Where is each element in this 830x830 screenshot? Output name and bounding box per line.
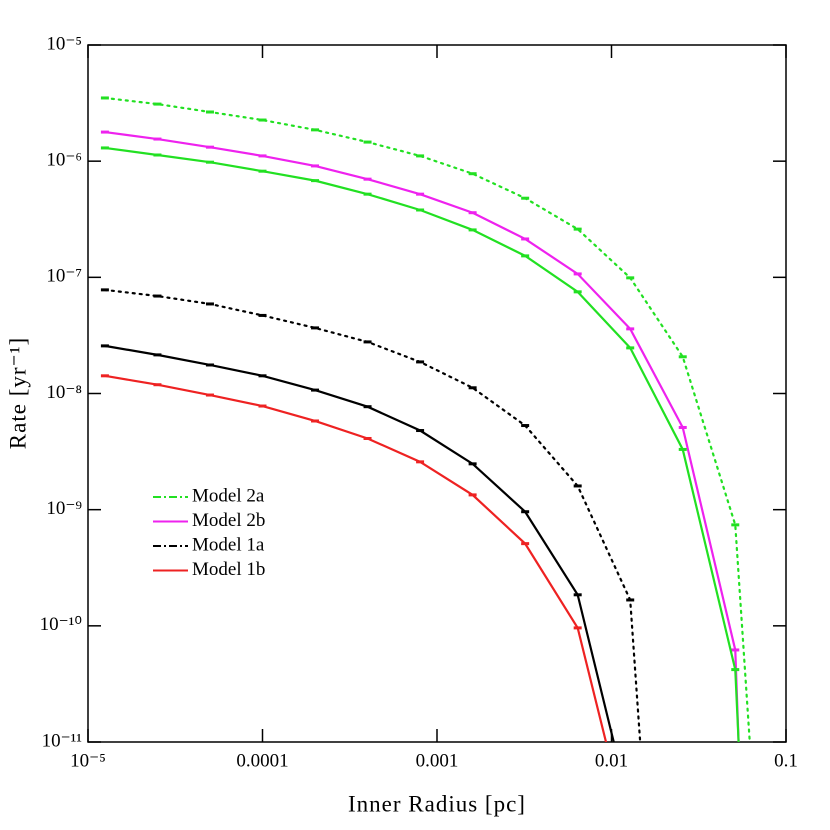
series-line	[103, 130, 740, 742]
x-tick-label: 0.0001	[236, 750, 288, 771]
legend-label: Model 1b	[192, 559, 265, 580]
series-line	[103, 146, 740, 742]
y-tick-label: 10⁻⁸	[46, 382, 82, 403]
series-line	[103, 96, 751, 742]
x-tick-label: 0.01	[595, 750, 628, 771]
series-line	[103, 288, 642, 742]
plot-frame	[87, 44, 787, 743]
x-tick-label: 0.001	[416, 750, 459, 771]
x-tick-label: 10⁻⁵	[70, 750, 106, 771]
x-axis-title: Inner Radius [pc]	[348, 791, 526, 816]
x-tick-label: 0.1	[774, 750, 798, 771]
plot-lines	[100, 96, 751, 742]
y-tick-label: 10⁻⁷	[46, 266, 82, 287]
legend-label: Model 2b	[192, 510, 265, 531]
legend-label: Model 2a	[192, 485, 265, 506]
y-tick-label: 10⁻⁵	[46, 33, 82, 54]
y-tick-label: 10⁻⁶	[46, 150, 82, 171]
y-tick-label: 10⁻¹¹	[42, 730, 83, 751]
y-tick-label: 10⁻¹⁰	[40, 614, 82, 635]
series-line	[103, 344, 615, 742]
y-tick-label: 10⁻⁹	[46, 498, 82, 519]
y-axis-title: Rate [yr⁻¹]	[5, 337, 30, 449]
legend-label: Model 1a	[192, 534, 265, 555]
